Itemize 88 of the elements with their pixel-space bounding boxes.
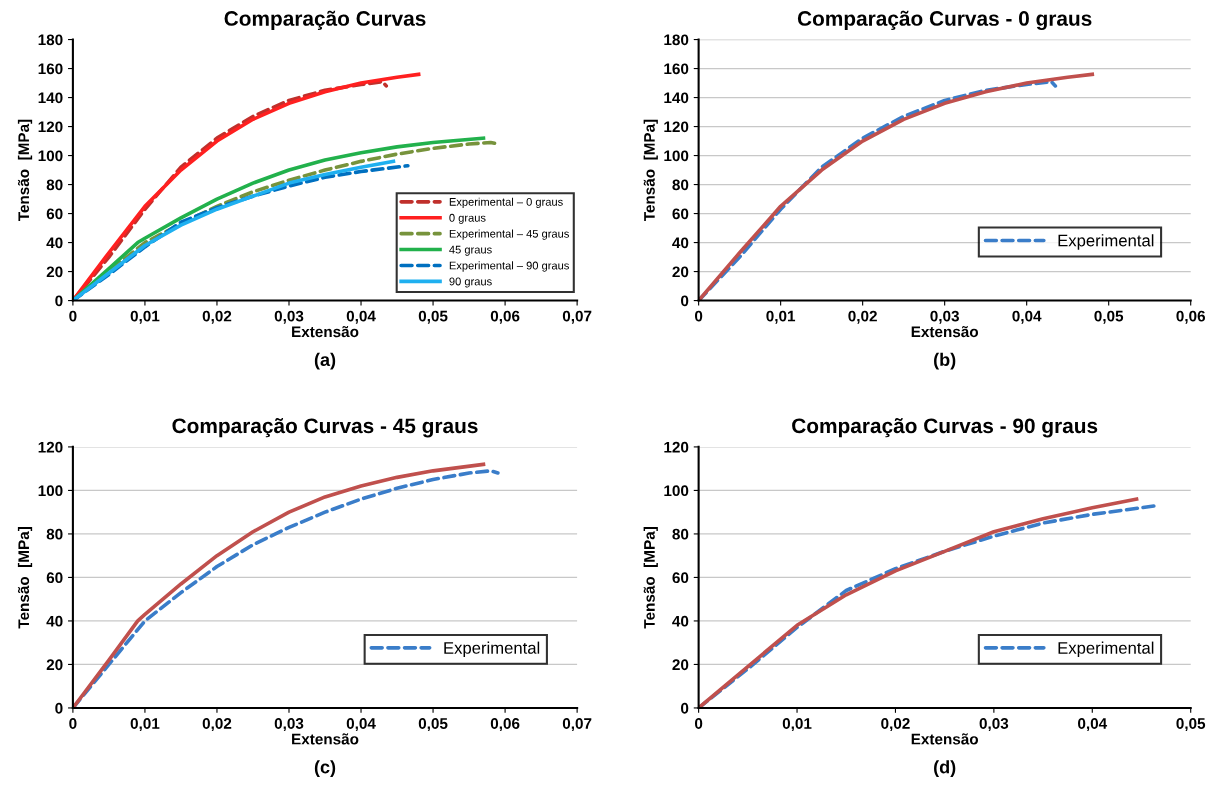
legend-label: Experimental <box>444 641 540 658</box>
text: (d) <box>934 760 956 777</box>
y-tick-label: 20 <box>46 659 63 671</box>
x-tick-label: 0,05 <box>1176 718 1206 732</box>
y-tick-label: 0 <box>55 295 63 307</box>
y-tick-label: 100 <box>664 485 689 497</box>
text: (a) <box>314 352 336 370</box>
x-tick-label: 0 <box>694 718 703 729</box>
x-tick-label: 0,02 <box>202 718 232 732</box>
y-tick-label: 120 <box>38 121 63 133</box>
x-tick-label: 0,06 <box>490 718 520 732</box>
y-tick-label: 60 <box>672 572 689 584</box>
x-tick-label: 0 <box>69 310 77 322</box>
y-tick-label: 20 <box>672 266 689 278</box>
x-axis-title: Extensão <box>911 325 979 338</box>
x-axis-title: Extensão <box>292 733 359 745</box>
x-tick-label: 0,06 <box>1176 310 1206 324</box>
y-tick-label: 40 <box>672 237 689 249</box>
y-axis-title: Tensão [MPa] <box>17 527 33 629</box>
x-tick-label: 0,03 <box>979 718 1009 732</box>
chart-title: Comparação Curvas - 45 graus <box>172 418 478 438</box>
y-tick-label: 40 <box>46 615 63 627</box>
y-tick-label: 180 <box>38 34 63 46</box>
x-tick-label: 0,05 <box>1094 310 1124 324</box>
chart-title: Comparação Curvas <box>224 10 426 30</box>
legend-label: 0 graus <box>449 213 486 224</box>
x-tick-label: 0,04 <box>1078 718 1108 732</box>
y-tick-label: 120 <box>664 121 689 133</box>
x-tick-label: 0,02 <box>848 310 877 324</box>
y-tick-label: 0 <box>681 295 689 307</box>
y-tick-label: 120 <box>664 441 689 453</box>
x-tick-label: 0,05 <box>418 718 448 732</box>
x-tick-label: 0,01 <box>130 310 160 324</box>
x-tick-label: 0,02 <box>202 310 232 324</box>
legend-label: Experimental – 45 graus <box>449 229 569 240</box>
text: (b) <box>934 352 956 370</box>
x-tick-label: 0,02 <box>881 718 910 732</box>
x-tick-label: 0 <box>694 310 703 322</box>
y-tick-label: 60 <box>46 208 63 220</box>
x-tick-label: 0,04 <box>1012 310 1042 324</box>
legend-label: Experimental <box>1058 641 1154 658</box>
y-tick-label: 60 <box>672 208 689 220</box>
y-tick-label: 80 <box>46 179 63 191</box>
x-tick-label: 0,07 <box>562 310 592 324</box>
y-tick-label: 160 <box>38 63 63 75</box>
y-axis-title: Tensão [MPa] <box>643 119 658 222</box>
y-tick-label: 80 <box>672 528 689 540</box>
x-tick-label: 0,06 <box>490 310 520 324</box>
text: (c) <box>314 760 336 777</box>
legend-label: 90 graus <box>449 277 492 288</box>
y-tick-label: 40 <box>672 615 689 627</box>
y-tick-label: 140 <box>664 92 689 104</box>
x-tick-label: 0,05 <box>418 310 448 324</box>
y-tick-label: 100 <box>38 150 63 162</box>
chart-title: Comparação Curvas - 90 graus <box>792 418 1098 438</box>
x-axis-title: Extensão <box>911 733 979 745</box>
y-tick-label: 160 <box>664 63 689 75</box>
y-tick-label: 20 <box>672 659 689 671</box>
y-axis-title: Tensão [MPa] <box>643 527 658 629</box>
y-tick-label: 60 <box>46 572 63 584</box>
y-tick-label: 100 <box>38 485 63 497</box>
x-tick-label: 0,04 <box>346 310 376 324</box>
x-tick-label: 0 <box>69 718 77 729</box>
y-tick-label: 100 <box>664 150 689 162</box>
x-tick-label: 0,04 <box>346 718 376 732</box>
y-tick-label: 140 <box>38 92 63 104</box>
x-tick-label: 0,01 <box>130 718 160 732</box>
x-tick-label: 0,03 <box>274 718 304 732</box>
x-tick-label: 0,07 <box>562 718 592 732</box>
y-tick-label: 180 <box>664 34 689 46</box>
legend-label: 45 graus <box>449 245 492 256</box>
y-tick-label: 40 <box>46 237 63 249</box>
y-axis-title: Tensão [MPa] <box>17 119 33 222</box>
y-tick-label: 0 <box>55 702 63 714</box>
x-tick-label: 0,01 <box>782 718 812 732</box>
y-tick-label: 80 <box>672 179 689 191</box>
legend-label: Experimental – 0 graus <box>449 197 563 209</box>
y-tick-label: 120 <box>38 441 63 453</box>
y-tick-label: 80 <box>46 528 63 540</box>
x-tick-label: 0,03 <box>930 310 959 324</box>
y-tick-label: 0 <box>681 702 689 714</box>
x-axis-title: Extensão <box>292 325 359 338</box>
x-tick-label: 0,01 <box>766 310 796 324</box>
legend-label: Experimental <box>1058 234 1154 250</box>
y-tick-label: 20 <box>46 266 63 278</box>
x-tick-label: 0,03 <box>274 310 304 324</box>
legend-label: Experimental – 90 graus <box>449 261 569 272</box>
chart-title: Comparação Curvas - 0 graus <box>797 10 1092 31</box>
